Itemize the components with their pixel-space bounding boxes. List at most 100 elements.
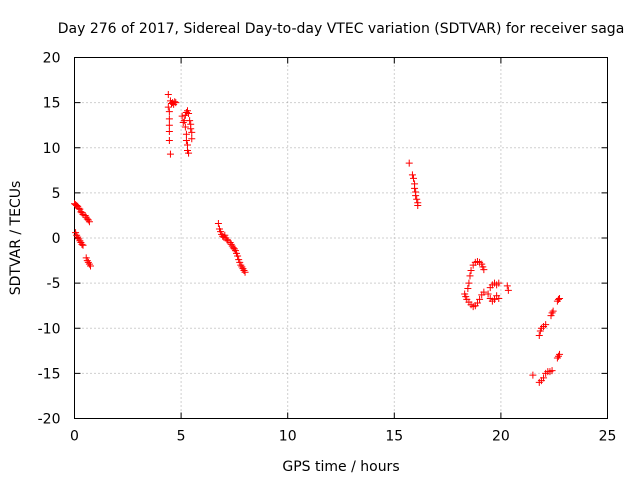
data-point — [542, 321, 550, 329]
data-point — [226, 239, 234, 247]
data-point — [179, 118, 187, 126]
data-point — [480, 266, 488, 274]
y-tick-label: -10 — [38, 321, 61, 337]
data-point — [473, 299, 481, 307]
y-tick-label: 10 — [43, 141, 61, 157]
data-point — [85, 260, 93, 268]
data-point — [76, 237, 84, 245]
data-point — [495, 294, 503, 302]
x-tick-label: 15 — [385, 429, 403, 445]
data-point — [165, 137, 173, 145]
data-point — [464, 285, 472, 293]
data-point — [548, 309, 556, 317]
y-tick-label: -20 — [38, 412, 61, 428]
data-point — [535, 331, 543, 339]
data-point — [503, 282, 511, 290]
data-point — [75, 235, 83, 243]
data-point — [230, 245, 238, 253]
data-point — [185, 109, 193, 117]
data-point — [466, 272, 474, 280]
data-point — [491, 295, 499, 303]
y-tick-labels: -20 -15 -10 -5 0 5 10 15 20 — [38, 51, 61, 428]
y-tick-label: 15 — [43, 96, 61, 112]
data-point — [85, 218, 93, 226]
data-point — [405, 159, 413, 167]
data-point — [237, 261, 245, 269]
data-point — [548, 367, 556, 375]
x-tick-label: 5 — [177, 429, 186, 445]
data-point — [413, 195, 421, 203]
grid-lines — [74, 57, 608, 419]
data-point — [172, 99, 180, 107]
data-point — [188, 135, 196, 143]
data-point — [81, 211, 89, 219]
data-point — [165, 115, 173, 123]
data-point — [467, 266, 475, 274]
x-tick-labels: 0 5 10 15 20 25 — [70, 429, 616, 445]
data-point — [79, 241, 87, 249]
data-point — [549, 307, 557, 315]
data-point — [234, 252, 242, 260]
data-point — [554, 352, 562, 360]
data-point — [409, 174, 417, 182]
data-point — [556, 350, 564, 358]
data-point — [504, 286, 512, 294]
data-point — [188, 128, 196, 136]
data-point — [214, 220, 222, 228]
data-point — [238, 263, 246, 271]
data-point — [83, 257, 91, 265]
data-point — [540, 374, 548, 382]
data-point — [414, 202, 422, 210]
y-tick-label: -15 — [38, 366, 61, 382]
chart-title: Day 276 of 2017, Sidereal Day-to-day VTE… — [58, 21, 625, 37]
y-axis-title: SDTVAR / TECUs — [8, 181, 24, 296]
data-point — [186, 117, 194, 125]
data-point — [241, 268, 249, 276]
plot-area-frame — [74, 57, 608, 419]
data-point — [187, 125, 195, 133]
data-points — [71, 91, 564, 386]
x-tick-label: 10 — [279, 429, 297, 445]
data-point — [86, 262, 94, 270]
data-point — [165, 121, 173, 129]
data-point — [178, 112, 186, 120]
data-point — [240, 266, 248, 274]
data-point — [412, 192, 420, 200]
data-point — [84, 216, 92, 224]
y-tick-label: 0 — [52, 231, 61, 247]
data-point — [165, 128, 173, 136]
data-point — [182, 137, 190, 145]
data-point — [553, 354, 561, 362]
axis-ticks — [74, 57, 608, 419]
data-point — [181, 123, 189, 131]
data-point — [75, 204, 83, 212]
data-point — [84, 258, 92, 266]
x-axis-title: GPS time / hours — [282, 459, 399, 475]
x-tick-label: 25 — [599, 429, 617, 445]
data-point — [164, 91, 172, 99]
data-point — [556, 294, 564, 302]
data-point — [408, 171, 416, 179]
y-tick-label: -5 — [47, 276, 61, 292]
y-tick-label: 20 — [43, 51, 61, 67]
data-point — [484, 290, 492, 298]
data-point — [476, 295, 484, 303]
data-point — [465, 279, 473, 287]
data-point — [239, 265, 247, 273]
data-point — [529, 371, 537, 379]
data-point — [554, 295, 562, 303]
y-tick-label: 5 — [52, 186, 61, 202]
data-point — [411, 184, 419, 192]
data-point — [164, 103, 172, 111]
data-point — [171, 98, 179, 106]
data-point — [480, 288, 488, 296]
x-tick-label: 0 — [70, 429, 79, 445]
data-point — [495, 279, 503, 287]
data-point — [185, 149, 193, 157]
data-point — [165, 108, 173, 116]
data-point — [74, 233, 82, 241]
data-point — [73, 231, 81, 239]
data-point — [78, 240, 86, 248]
data-point — [166, 150, 174, 158]
